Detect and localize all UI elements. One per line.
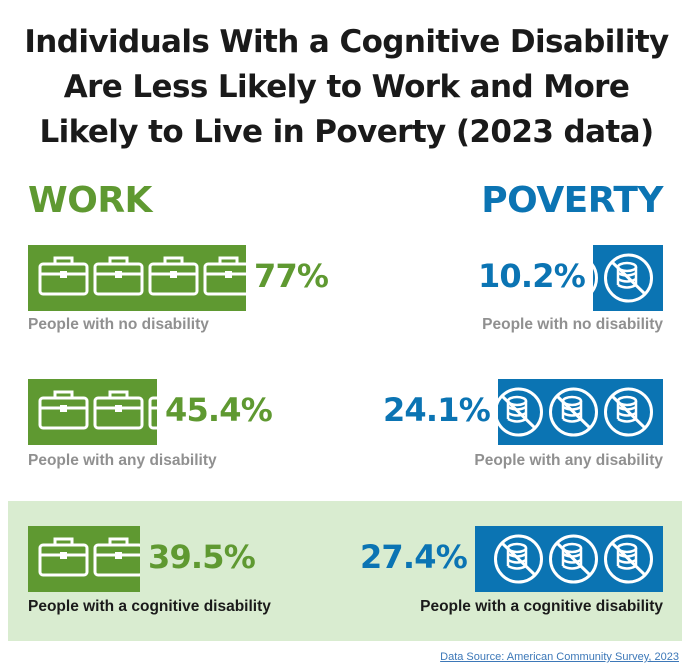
poverty-category-label: People with any disability <box>474 452 663 469</box>
work-bar-icons <box>36 526 140 592</box>
briefcase-icon <box>93 390 144 430</box>
briefcase-icon <box>38 256 89 296</box>
no-money-icon <box>498 387 543 437</box>
poverty-value-label: 27.4% <box>359 538 468 576</box>
poverty-value-label: 24.1% <box>382 391 491 429</box>
work-value-label: 77% <box>254 257 329 295</box>
title-line: Are Less Likely to Work and More <box>63 69 630 105</box>
no-money-icon <box>604 253 653 303</box>
work-value-label: 39.5% <box>148 538 256 576</box>
work-category-label: People with any disability <box>28 452 217 469</box>
no-money-icon <box>494 534 543 584</box>
poverty-bar <box>475 526 663 592</box>
no-money-icon <box>593 263 598 293</box>
data-source-link[interactable]: Data Source: American Community Survey, … <box>440 651 679 663</box>
work-bar-icons <box>36 379 157 445</box>
briefcase-icon <box>203 256 246 296</box>
work-category-label: People with a cognitive disability <box>28 598 271 615</box>
work-bar <box>28 526 140 592</box>
poverty-bar <box>498 379 663 445</box>
title-line: Likely to Live in Poverty (2023 data) <box>39 114 654 150</box>
title-line: Individuals With a Cognitive Disability <box>24 24 669 60</box>
briefcase-icon <box>38 537 89 577</box>
poverty-bar-icons <box>593 245 656 311</box>
poverty-category-label: People with no disability <box>482 316 663 333</box>
work-heading: WORK <box>28 180 152 221</box>
work-bar <box>28 245 246 311</box>
briefcase-icon <box>93 537 140 577</box>
briefcase-icon <box>148 396 157 430</box>
work-category-label: People with no disability <box>28 316 209 333</box>
work-bar <box>28 379 157 445</box>
briefcase-icon <box>93 256 144 296</box>
poverty-bar <box>593 245 663 311</box>
no-money-icon <box>549 387 598 437</box>
no-money-icon <box>604 387 653 437</box>
briefcase-icon <box>148 256 199 296</box>
poverty-bar-icons <box>498 379 656 445</box>
chart-title: Individuals With a Cognitive Disability … <box>0 20 693 155</box>
no-money-icon <box>604 534 653 584</box>
poverty-heading: POVERTY <box>481 180 663 221</box>
no-money-icon <box>549 534 598 584</box>
poverty-bar-icons <box>491 526 656 592</box>
poverty-value-label: 10.2% <box>477 257 586 295</box>
poverty-category-label: People with a cognitive disability <box>420 598 663 615</box>
work-bar-icons <box>36 245 246 311</box>
work-value-label: 45.4% <box>165 391 273 429</box>
briefcase-icon <box>38 390 89 430</box>
